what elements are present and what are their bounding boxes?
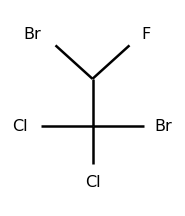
Text: Cl: Cl [13,119,28,134]
Text: Br: Br [155,119,173,134]
Text: Br: Br [23,27,41,42]
Text: Cl: Cl [85,175,100,190]
Text: F: F [142,27,151,42]
